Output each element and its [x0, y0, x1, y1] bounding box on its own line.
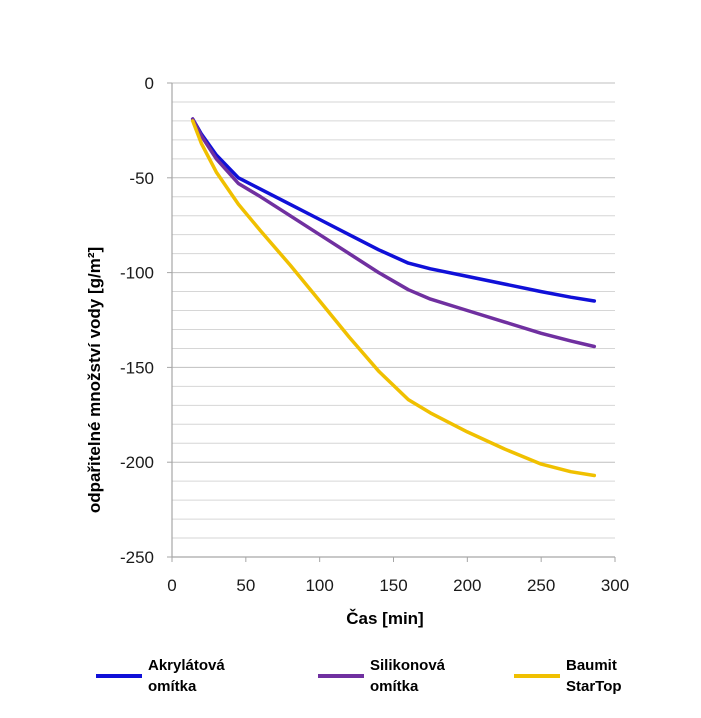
x-tick-label: 0: [167, 576, 176, 595]
series-line-2: [190, 119, 597, 478]
y-tick-label: -150: [120, 358, 154, 377]
legend-item-startop: Baumit StarTop: [514, 655, 622, 697]
x-tick-label: 300: [601, 576, 629, 595]
legend-swatch-startop: [514, 674, 560, 678]
x-tick-label: 50: [236, 576, 255, 595]
y-tick-label: -250: [120, 548, 154, 567]
line-chart: 0 -50 -100 -150 -200 -250 0 50 100 150 200 250 300 Č…: [85, 74, 629, 628]
axes: [167, 82, 616, 562]
y-tick-label: -100: [120, 264, 154, 283]
y-tick-label: -50: [129, 169, 154, 188]
series-lines: [190, 117, 597, 478]
legend-item-acrylic: Akrylátová omítka: [96, 655, 225, 697]
legend-label-acrylic: Akrylátová omítka: [148, 657, 225, 695]
legend-label-startop: Baumit StarTop: [566, 657, 622, 695]
legend: Akrylátová omítka Silikonová omítka Baum…: [0, 655, 701, 705]
y-tick-label: 0: [145, 74, 154, 93]
legend-label-silicone: Silikonová omítka: [370, 657, 446, 695]
series-line-0: [190, 117, 597, 303]
y-tick-label: -200: [120, 453, 154, 472]
legend-swatch-acrylic: [96, 674, 142, 678]
x-tick-label: 150: [379, 576, 407, 595]
x-tick-label: 200: [453, 576, 481, 595]
tick-labels: 0 -50 -100 -150 -200 -250 0 50 100 150 200 250 300: [120, 74, 629, 595]
grid-lines: [172, 82, 615, 558]
x-tick-label: 250: [527, 576, 555, 595]
series-line-1: [190, 117, 597, 349]
legend-swatch-silicone: [318, 674, 364, 678]
x-axis-label: Čas [min]: [346, 609, 423, 628]
x-tick-label: 100: [305, 576, 333, 595]
y-axis-label: odpařitelné množství vody [g/m²]: [85, 247, 104, 513]
legend-item-silicone: Silikonová omítka: [318, 655, 445, 697]
